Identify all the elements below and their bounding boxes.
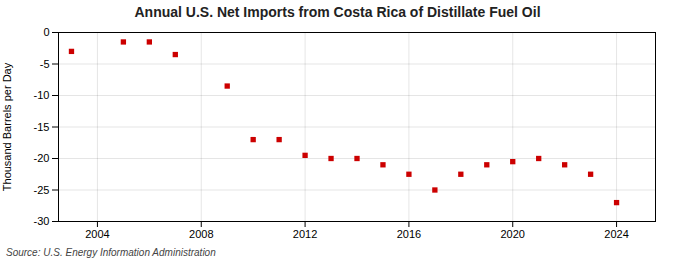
- svg-text:2024: 2024: [604, 228, 628, 240]
- html-text:Annual U.S. Net Imports from C: Annual U.S. Net Imports from Costa Rica …: [134, 4, 541, 20]
- svg-text:-30: -30: [34, 215, 50, 227]
- svg-text:-20: -20: [34, 152, 50, 164]
- html-text:Source: U.S. Energy Informatio: Source: U.S. Energy Information Administ…: [6, 247, 216, 258]
- svg-text:-25: -25: [34, 184, 50, 196]
- svg-text:2004: 2004: [85, 228, 109, 240]
- svg-text:-5: -5: [40, 58, 50, 70]
- svg-text:2012: 2012: [293, 228, 317, 240]
- svg-text:0: 0: [43, 26, 49, 38]
- svg-text:2008: 2008: [189, 228, 213, 240]
- svg-text:-15: -15: [34, 121, 50, 133]
- svg-text:-10: -10: [34, 89, 50, 101]
- svg-text:Thousand Barrels per Day: Thousand Barrels per Day: [1, 62, 13, 191]
- svg-text:2016: 2016: [397, 228, 421, 240]
- svg-text:2020: 2020: [500, 228, 524, 240]
